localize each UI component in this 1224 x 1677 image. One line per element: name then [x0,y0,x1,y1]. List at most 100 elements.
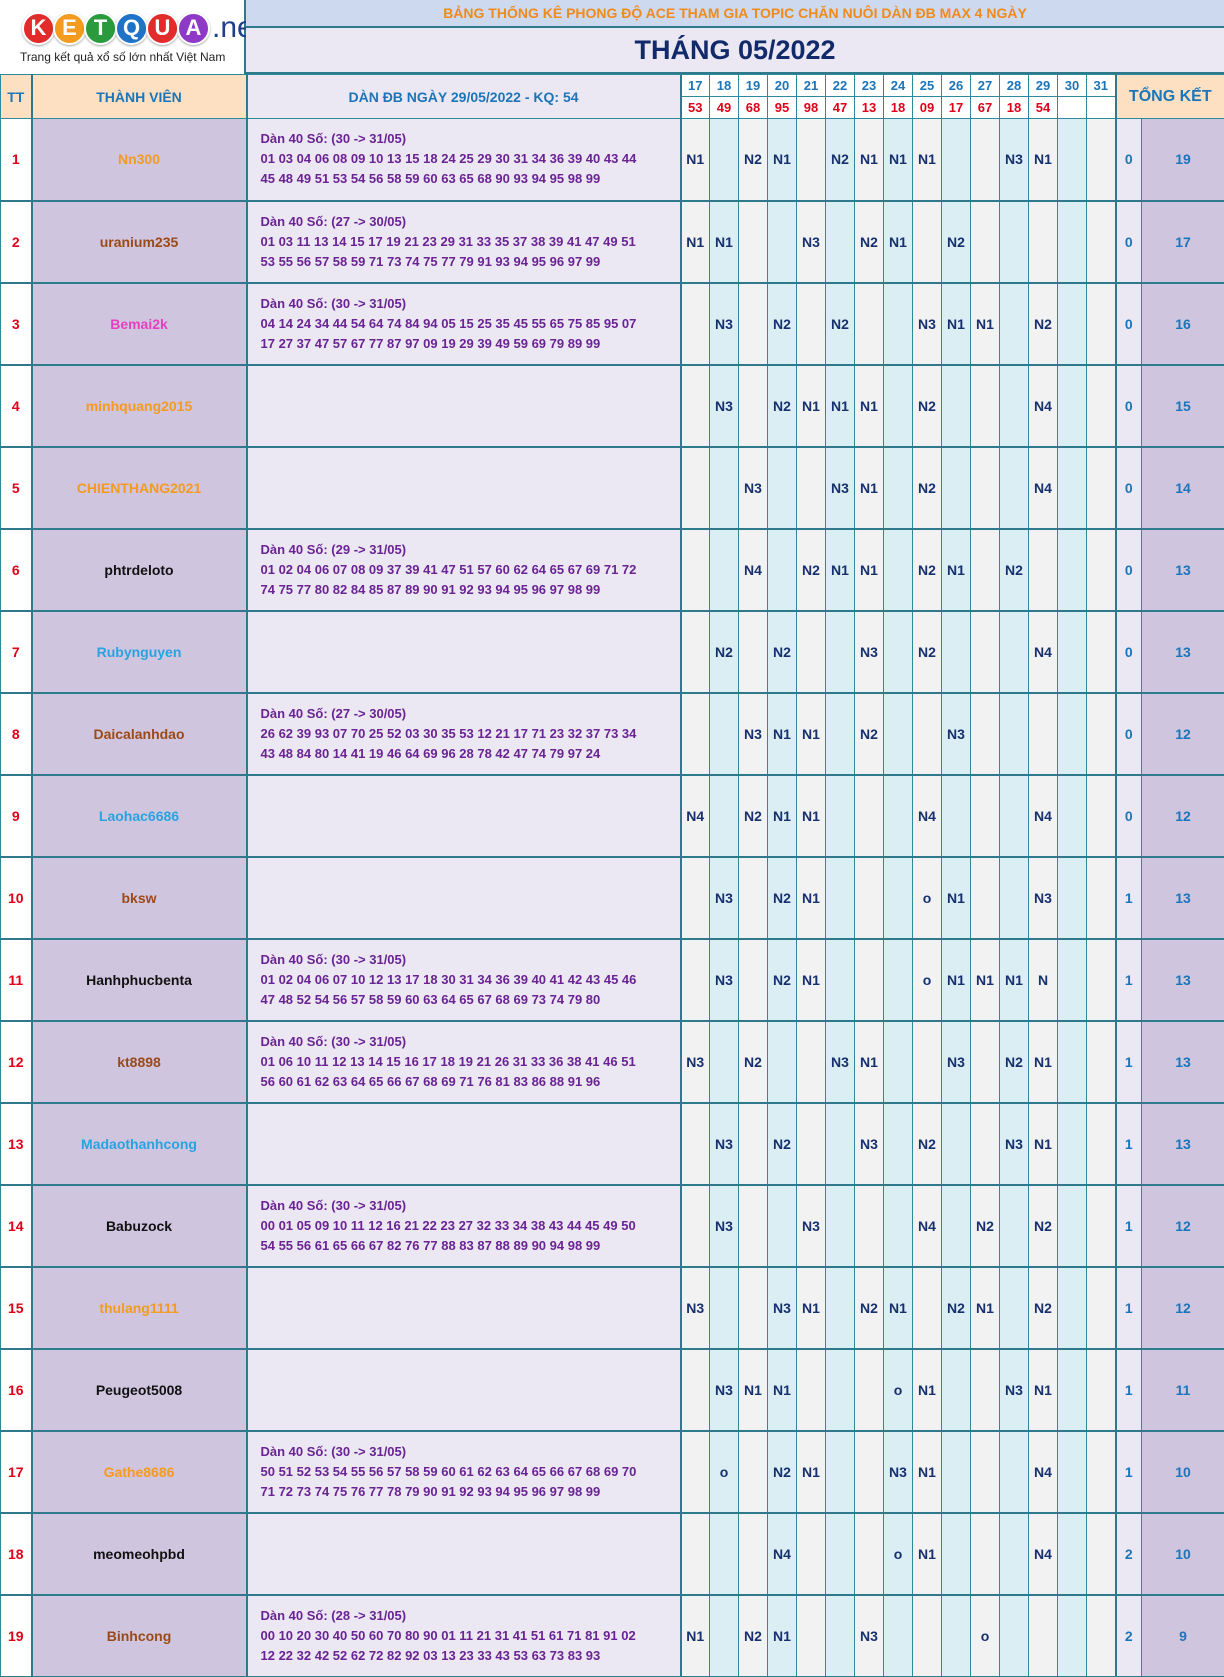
day-cell: N2 [738,774,768,857]
day-cell [825,938,855,1021]
member-name[interactable]: uranium235 [31,200,248,283]
logo-letter: A [177,11,210,45]
day-cell: N2 [941,1266,971,1349]
member-name[interactable]: Nn300 [31,118,248,201]
day-cell [1086,200,1116,283]
day-cell: N3 [709,938,739,1021]
logo-letter: U [146,11,179,45]
member-name[interactable]: phtrdeloto [31,528,248,611]
table-row: 7 Rubynguyen N2 N2 N3 N2 N4 0 13 [0,610,1224,693]
day-cell [1057,118,1087,201]
dan-title: Dàn 40 Số: (28 -> 31/05) [260,1607,407,1623]
ketqua-logo[interactable]: K E T Q U A .net Trang kết quả xổ số lớn nhất … [0,0,262,74]
day-cell [1086,1266,1116,1349]
member-name[interactable]: Laohac6686 [31,774,248,857]
day-cell [883,938,913,1021]
member-name[interactable]: CHIENTHANG2021 [31,446,248,529]
day-cell [941,1102,971,1185]
row-index: 12 [0,1020,33,1103]
day-cell: N1 [1028,1102,1058,1185]
day-cell: N3 [854,1594,884,1677]
dan-numbers: 01 03 04 06 08 09 10 13 15 18 24 25 29 3… [260,151,637,167]
day-cell [1057,938,1087,1021]
day-cell [883,1102,913,1185]
day-cell: N1 [825,528,855,611]
dan-numbers: 04 14 24 34 44 54 64 74 84 94 05 15 25 3… [260,315,637,331]
member-name[interactable]: Babuzock [31,1184,248,1267]
summary-hits: 2 [1114,1594,1142,1677]
day-cell [854,774,884,857]
day-cell [999,610,1029,693]
day-cell [941,1512,971,1595]
dan-numbers: 00 10 20 30 40 50 60 70 80 90 01 11 21 3… [260,1627,636,1643]
day-cell [854,1184,884,1267]
member-name[interactable]: Hanhphucbenta [31,938,248,1021]
day-result: 18 [999,96,1029,119]
summary-total: 9 [1140,1594,1224,1677]
member-name[interactable]: minhquang2015 [31,364,248,447]
day-result: 17 [941,96,971,119]
summary-hits: 0 [1114,364,1142,447]
day-cell: N2 [767,364,797,447]
day-header: 29 [1028,74,1058,97]
day-cell: N2 [767,938,797,1021]
day-cell [1086,118,1116,201]
member-name[interactable]: meomeohpbd [31,1512,248,1595]
day-cell [999,1430,1029,1513]
day-cell: N2 [970,1184,1000,1267]
day-cell [1057,282,1087,365]
day-cell [970,1348,1000,1431]
summary-total: 19 [1140,118,1224,201]
day-cell [1086,528,1116,611]
day-cell [738,1430,768,1513]
member-name[interactable]: thulang1111 [31,1266,248,1349]
day-cell [941,1348,971,1431]
month-title: THÁNG 05/2022 [246,28,1224,74]
day-cell: N3 [941,692,971,775]
summary-total: 10 [1140,1512,1224,1595]
dan-title: Dàn 40 Số: (30 -> 31/05) [260,1033,407,1049]
day-cell: N3 [679,1020,710,1103]
member-name[interactable]: Peugeot5008 [31,1348,248,1431]
summary-hits: 1 [1114,1184,1142,1267]
summary-total: 13 [1140,1020,1224,1103]
day-cell [1057,1348,1087,1431]
member-name[interactable]: bksw [31,856,248,939]
member-name[interactable]: Gathe8686 [31,1430,248,1513]
member-name[interactable]: Binhcong [31,1594,248,1677]
member-name[interactable]: Daicalanhdao [31,692,248,775]
table-row: 10 bksw N3 N2 N1 o N1 N3 1 13 [0,856,1224,939]
day-cell [941,1594,971,1677]
day-cell [941,1430,971,1513]
day-cell [970,1102,1000,1185]
member-name[interactable]: Rubynguyen [31,610,248,693]
row-index: 3 [0,282,33,365]
summary-hits: 0 [1114,282,1142,365]
dan-numbers: 74 75 77 80 82 84 85 87 89 90 91 92 93 9… [260,581,601,597]
day-cell [825,1184,855,1267]
member-name[interactable]: kt8898 [31,1020,248,1103]
day-cell [796,1594,826,1677]
day-cell [679,528,710,611]
day-cell: N1 [970,938,1000,1021]
dan-numbers: 17 27 37 47 57 67 77 87 97 09 19 29 39 4… [260,335,601,351]
day-cell [883,528,913,611]
day-cell: N1 [941,282,971,365]
day-cell [1057,200,1087,283]
day-cell: N1 [1028,1348,1058,1431]
day-cell: N1 [883,200,913,283]
day-cell: N1 [854,118,884,201]
day-cell: N3 [709,856,739,939]
day-result: 49 [709,96,739,119]
dan-cell: Dàn 40 Số: (30 -> 31/05) 01 03 04 06 08 0… [246,118,682,201]
member-name[interactable]: Madaothanhcong [31,1102,248,1185]
day-cell [883,774,913,857]
day-cell [970,774,1000,857]
day-cell [941,118,971,201]
dan-numbers: 45 48 49 51 53 54 56 58 59 60 63 65 68 9… [260,171,601,187]
day-cell [970,528,1000,611]
dan-numbers: 71 72 73 74 75 76 77 78 79 90 91 92 93 9… [260,1483,601,1499]
logo-letter: T [84,11,117,45]
member-name[interactable]: Bemai2k [31,282,248,365]
day-cell: N4 [1028,610,1058,693]
